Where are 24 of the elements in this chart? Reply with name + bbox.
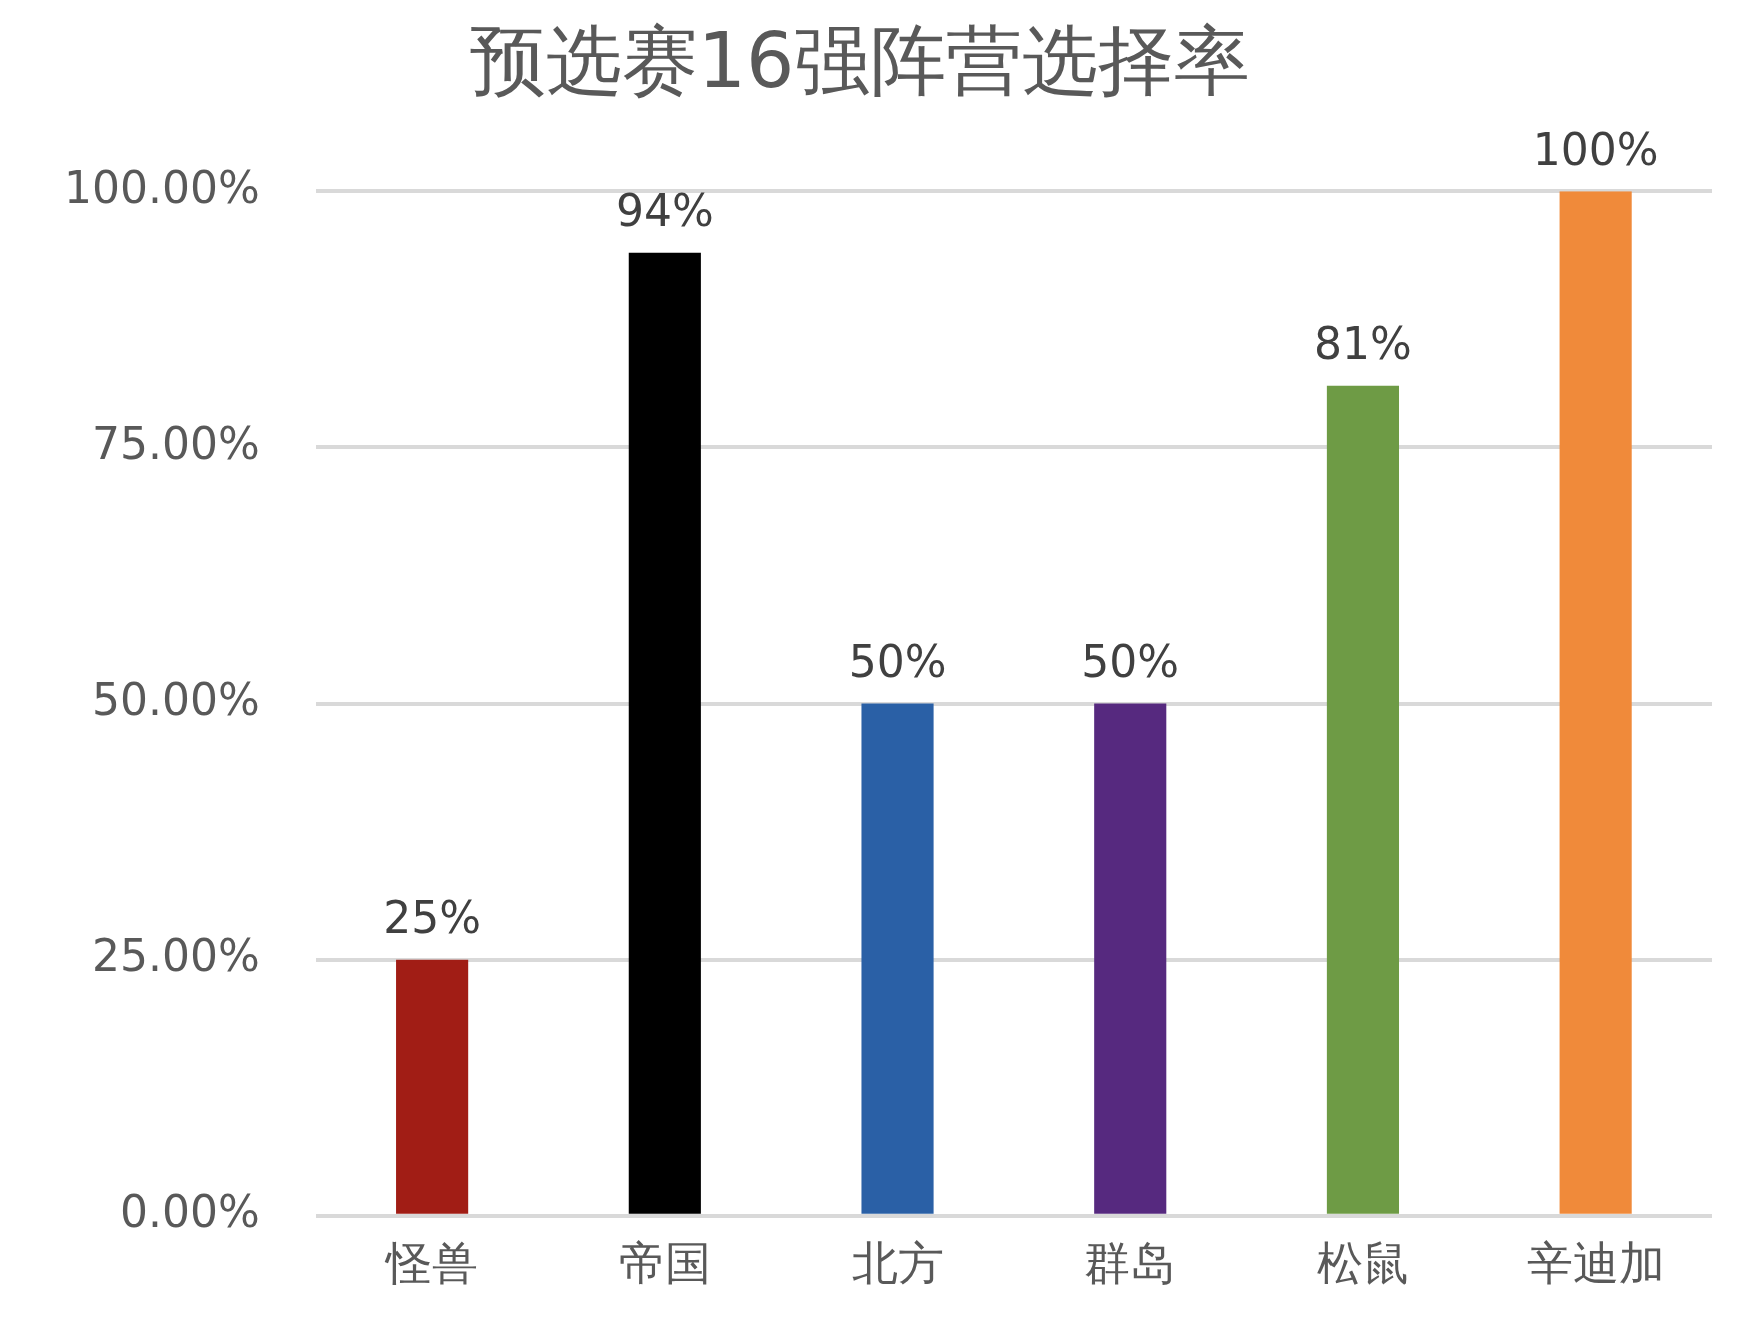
data-label: 94% [615, 185, 714, 237]
data-label: 25% [383, 892, 482, 944]
y-tick-label: 50.00% [91, 673, 260, 725]
bar [396, 959, 469, 1214]
y-tick-label: 0.00% [119, 1186, 260, 1238]
y-tick-label: 25.00% [91, 930, 260, 982]
x-tick-label: 辛迪加 [1526, 1236, 1665, 1291]
bar [861, 703, 934, 1214]
x-tick-label: 群岛 [1084, 1236, 1177, 1291]
bar [1326, 385, 1400, 1214]
x-tick-label: 怪兽 [384, 1236, 479, 1291]
data-label: 50% [1081, 635, 1180, 687]
data-label: 81% [1314, 318, 1412, 370]
data-label: 50% [848, 635, 947, 687]
chart-title: 预选赛16强阵营选择率 [469, 16, 1251, 106]
y-tick-label: 100.00% [64, 161, 260, 213]
bar [1094, 703, 1167, 1214]
x-tick-label: 北方 [851, 1236, 944, 1291]
bar [1559, 191, 1632, 1214]
x-tick-label: 松鼠 [1316, 1236, 1409, 1291]
x-tick-label: 帝国 [618, 1236, 711, 1291]
bar [628, 252, 701, 1214]
data-label: 100% [1532, 123, 1659, 175]
y-tick-label: 75.00% [91, 417, 260, 469]
